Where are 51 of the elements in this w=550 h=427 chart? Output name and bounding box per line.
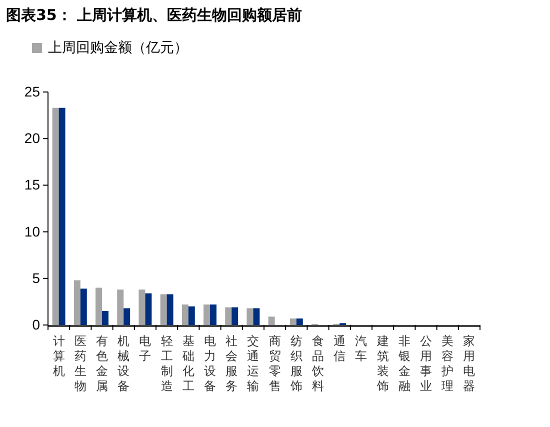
x-tick-label: 电子 (139, 334, 152, 363)
bar (102, 311, 108, 325)
x-tick-label: 通信 (334, 334, 346, 363)
bar (117, 290, 124, 325)
y-tick-label: 5 (32, 270, 40, 286)
bar (138, 290, 146, 325)
bar (246, 308, 254, 325)
bar (182, 304, 188, 325)
x-tick-label: 美容护理 (440, 334, 454, 393)
y-tick-label: 15 (24, 176, 40, 193)
x-tick-label: 建筑装饰 (376, 334, 389, 393)
y-tick-label: 25 (24, 83, 40, 100)
x-tick-label: 医药生物 (74, 334, 86, 393)
x-tick-label: 纺织服饰 (289, 334, 302, 393)
y-tick-label: 20 (24, 130, 40, 146)
x-tick-label: 轻工制造 (160, 334, 173, 393)
x-tick-label: 食品饮料 (311, 334, 324, 393)
bar (58, 108, 66, 325)
bar (52, 108, 59, 325)
y-tick-label: 10 (24, 223, 40, 240)
bar (204, 304, 210, 325)
bar (210, 304, 216, 325)
x-tick-label: 家用电器 (463, 334, 476, 393)
bar (166, 294, 174, 325)
x-tick-label: 电力设备 (204, 334, 216, 393)
y-tick-label: 0 (32, 316, 40, 332)
x-tick-label: 公用事业 (420, 334, 432, 393)
bar (296, 318, 303, 325)
bar (80, 288, 87, 325)
bar (188, 306, 195, 325)
bar (96, 288, 102, 325)
bar (290, 318, 296, 325)
bar (232, 307, 238, 325)
x-tick-label: 汽车 (355, 334, 368, 363)
bar (268, 316, 275, 325)
x-tick-label: 机械设备 (118, 334, 130, 393)
chart-title: 图表35： 上周计算机、医药生物回购额居前 (6, 6, 302, 24)
x-tick-label: 非银金融 (397, 334, 410, 393)
x-tick-label: 基础化工 (181, 334, 194, 393)
bar (253, 308, 260, 325)
bar (160, 294, 167, 325)
bar (145, 293, 152, 325)
x-tick-label: 商贸零售 (268, 334, 281, 393)
bar (225, 307, 232, 325)
legend-label: 上周回购金额（亿元） (48, 40, 188, 56)
x-tick-label: 计算机 (52, 334, 65, 378)
x-tick-label: 社会服务 (226, 334, 238, 393)
bar (74, 280, 80, 325)
bar (124, 308, 130, 325)
x-tick-label: 交通运输 (247, 334, 260, 393)
x-tick-label: 有色金属 (96, 334, 108, 393)
